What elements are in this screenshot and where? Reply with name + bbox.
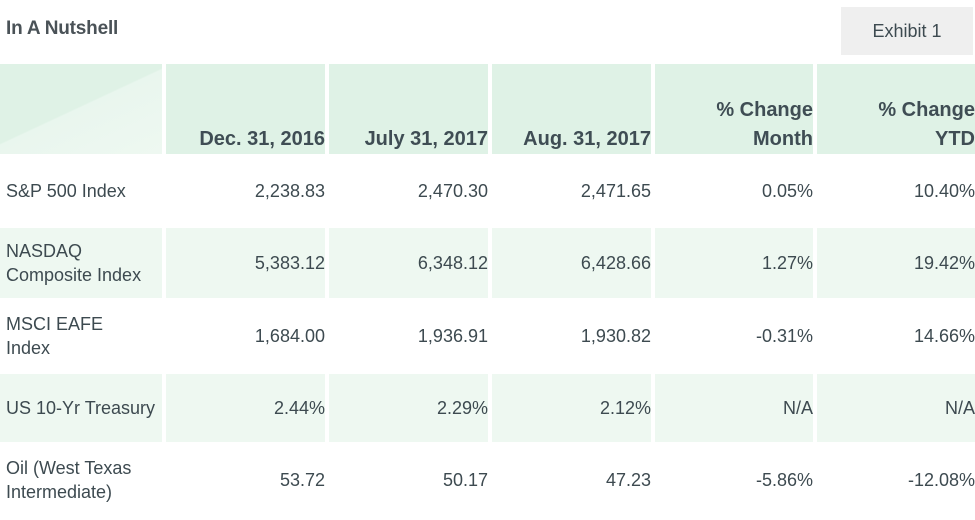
column-header-change-ytd: % Change YTD [817,64,975,154]
table-row-msci-eafe: MSCI EAFE Index 1,684.00 1,936.91 1,930.… [0,298,975,370]
table-cell: 1,936.91 [329,298,492,370]
column-header-text: YTD [935,128,975,150]
column-header-corner [0,64,166,154]
column-header-text: Dec. 31, 2016 [199,128,325,150]
table-row-nasdaq: NASDAQ Composite Index 5,383.12 6,348.12… [0,224,975,298]
row-label: Oil (West Texas Intermediate) [0,442,166,514]
table-cell: 2.44% [166,370,329,442]
row-label-text: Intermediate) [6,482,113,502]
row-label-text: NASDAQ [6,241,83,261]
row-label-text: S&P 500 Index [6,181,126,201]
table-row-sp500: S&P 500 Index 2,238.83 2,470.30 2,471.65… [0,154,975,224]
table-cell: 2,470.30 [329,154,492,224]
row-label-text: Index [6,338,51,358]
page-title: In A Nutshell [6,18,119,39]
table-cell: -12.08% [817,442,975,514]
table-cell: 2,238.83 [166,154,329,224]
table-row-oil-wti: Oil (West Texas Intermediate) 53.72 50.1… [0,442,975,514]
column-header-jul-2017: July 31, 2017 [329,64,492,154]
table-cell: 6,348.12 [329,224,492,298]
row-label-text: MSCI EAFE [6,314,104,334]
table-cell: N/A [655,370,817,442]
table-cell: 50.17 [329,442,492,514]
row-label: MSCI EAFE Index [0,298,166,370]
row-label-text: Composite Index [6,265,142,285]
market-summary-table: Dec. 31, 2016 July 31, 2017 Aug. 31, 201… [0,64,975,514]
table-cell: 19.42% [817,224,975,298]
table-cell: 1,684.00 [166,298,329,370]
row-label-text: Oil (West Texas [6,458,132,478]
table-cell: 1.27% [655,224,817,298]
row-label-text: US 10-Yr Treasury [6,398,156,418]
column-header-text: % Change [716,99,813,121]
table-cell: 2.29% [329,370,492,442]
table-cell: -0.31% [655,298,817,370]
table-cell: 10.40% [817,154,975,224]
exhibit-badge: Exhibit 1 [841,7,973,55]
table-cell: 2.12% [492,370,655,442]
table-cell: 0.05% [655,154,817,224]
column-header-change-month: % Change Month [655,64,817,154]
column-header-text: % Change [878,99,975,121]
row-label: NASDAQ Composite Index [0,224,166,298]
table-cell: 5,383.12 [166,224,329,298]
column-header-aug-2017: Aug. 31, 2017 [492,64,655,154]
table-cell: 1,930.82 [492,298,655,370]
column-header-text: July 31, 2017 [364,128,488,150]
table-cell: 6,428.66 [492,224,655,298]
row-label: US 10-Yr Treasury [0,370,166,442]
column-header-text: Aug. 31, 2017 [523,128,651,150]
table-row-us-10yr-treasury: US 10-Yr Treasury 2.44% 2.29% 2.12% N/A … [0,370,975,442]
table-cell: -5.86% [655,442,817,514]
table-cell: 53.72 [166,442,329,514]
table-header-row: Dec. 31, 2016 July 31, 2017 Aug. 31, 201… [0,64,975,154]
table-cell: 47.23 [492,442,655,514]
table-cell: 14.66% [817,298,975,370]
table-cell: 2,471.65 [492,154,655,224]
column-header-text: Month [753,128,813,150]
column-header-dec-2016: Dec. 31, 2016 [166,64,329,154]
table-cell: N/A [817,370,975,442]
row-label: S&P 500 Index [0,154,166,224]
